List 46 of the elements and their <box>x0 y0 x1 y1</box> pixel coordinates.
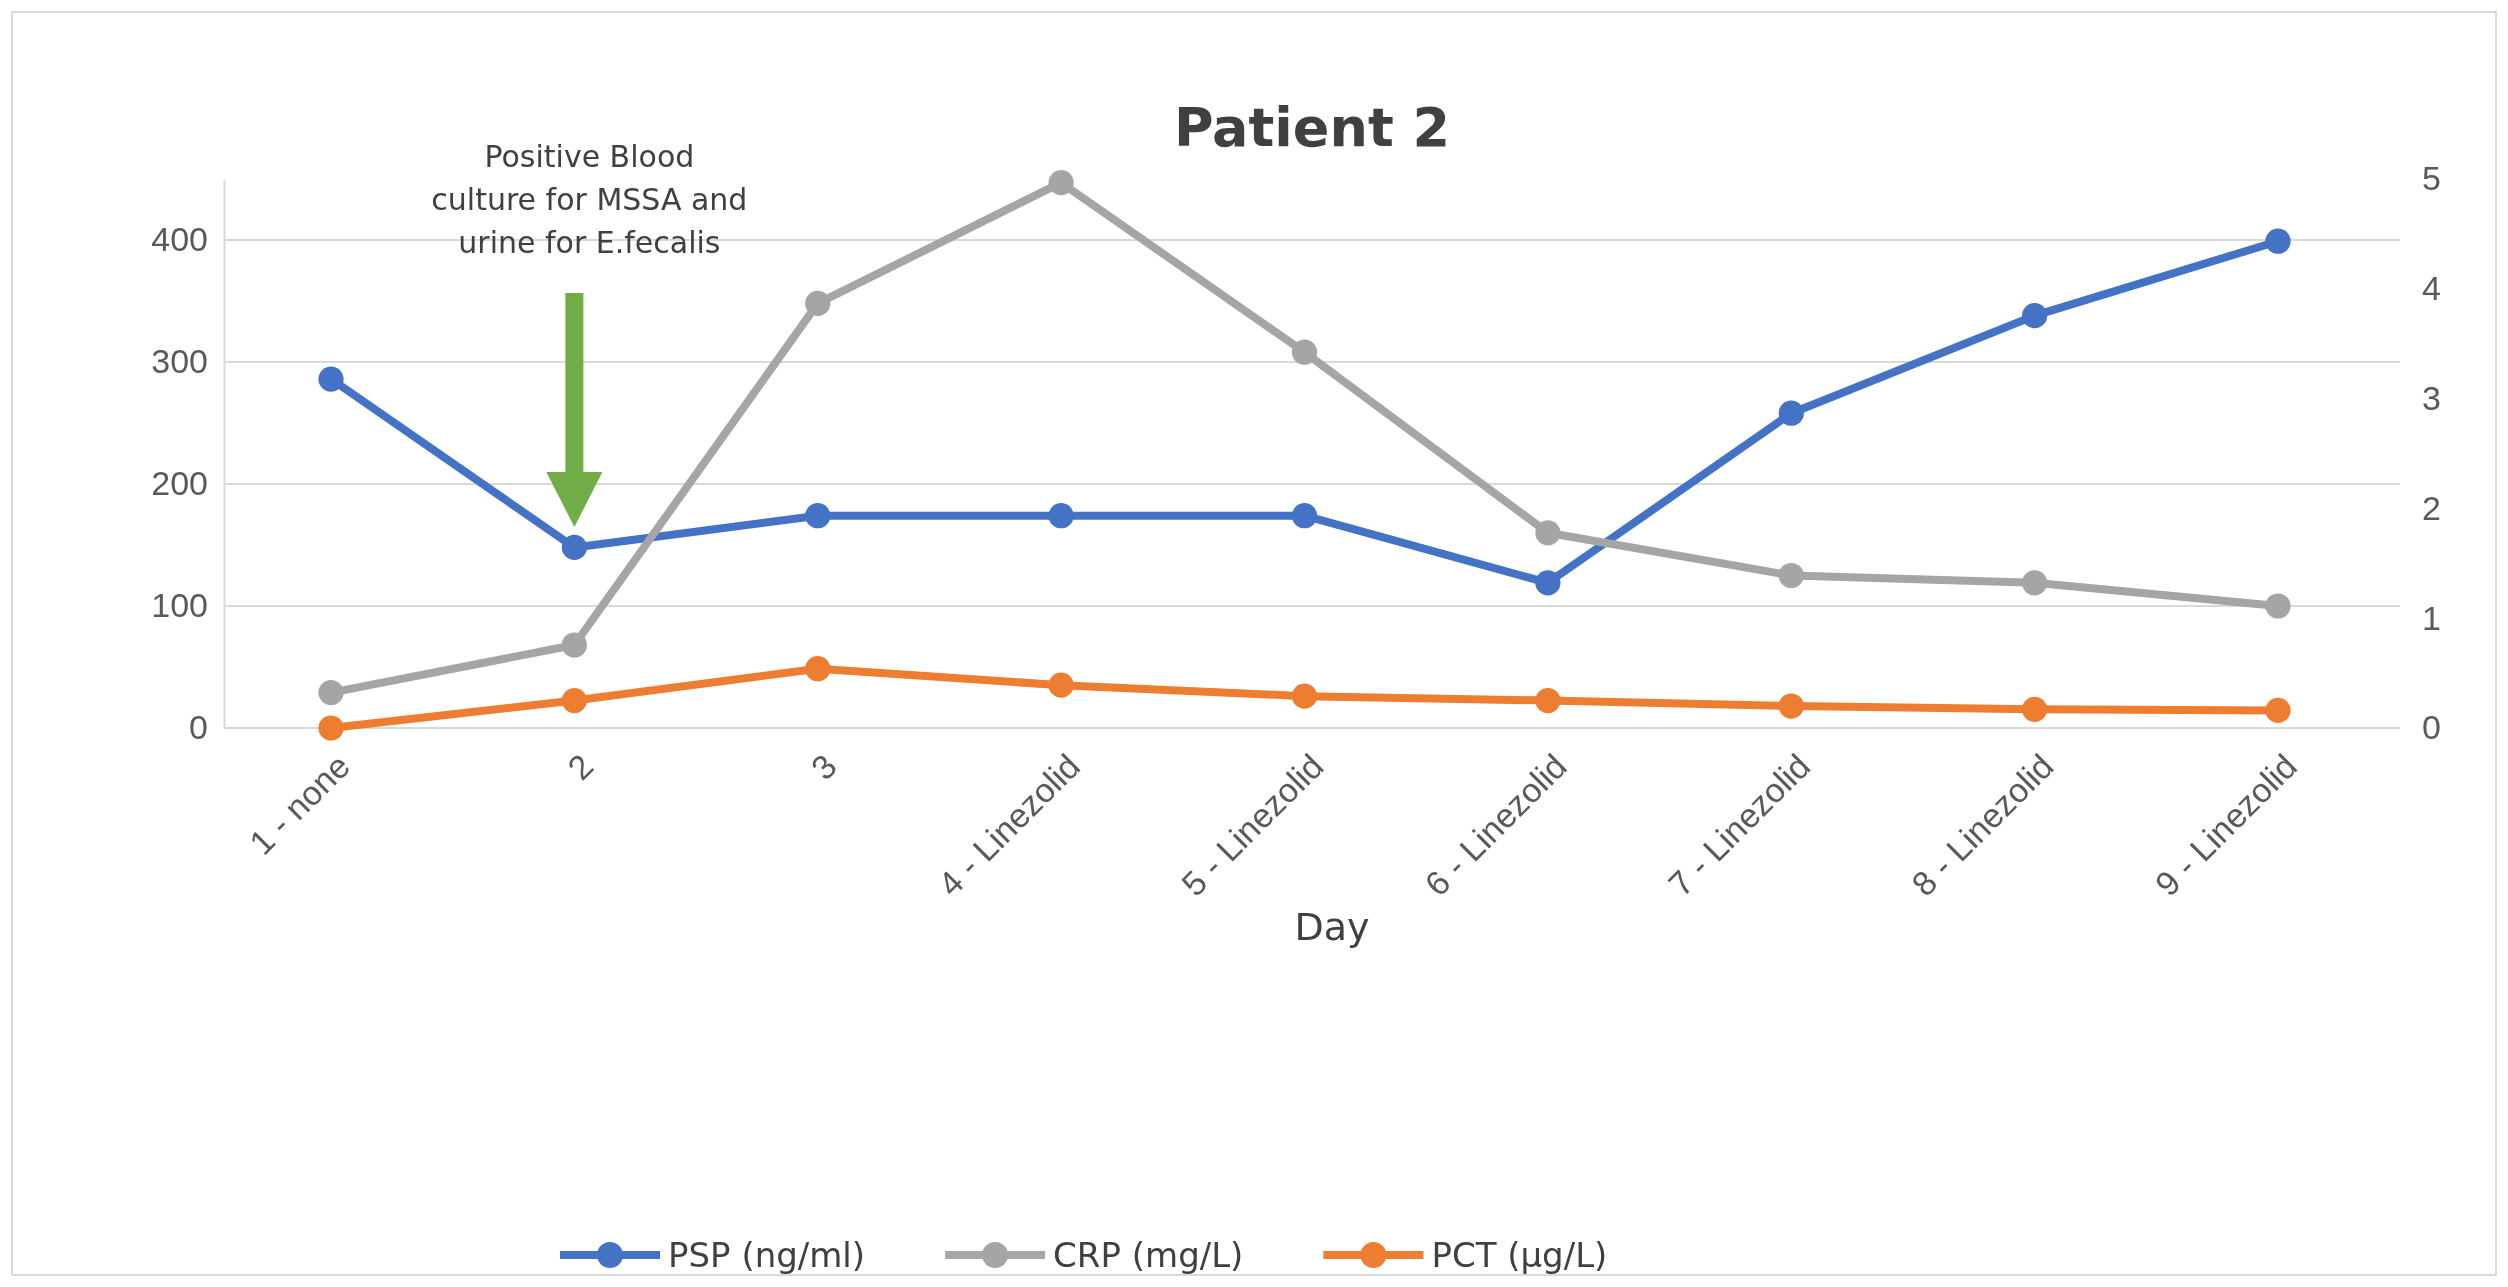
point <box>2265 228 2291 254</box>
point <box>2022 303 2048 329</box>
point <box>2022 696 2048 722</box>
point <box>318 680 344 706</box>
point <box>561 534 587 561</box>
x-tick-label: 3 <box>803 746 844 787</box>
point <box>1048 170 1074 196</box>
y-tick-label: 300 <box>151 342 208 381</box>
point <box>805 656 831 682</box>
y2-tick-label: 0 <box>2422 708 2441 747</box>
point <box>1291 503 1318 529</box>
point <box>318 366 344 392</box>
point <box>1535 520 1561 546</box>
y2-tick-label: 2 <box>2422 488 2441 527</box>
point <box>1778 562 1804 589</box>
point <box>1048 672 1074 698</box>
y2-tick-label: 5 <box>2422 159 2441 198</box>
y2-tick-label: 3 <box>2422 378 2441 417</box>
point <box>318 715 344 741</box>
x-axis-title: Day <box>1294 905 1370 949</box>
point <box>1778 693 1804 719</box>
point <box>1291 683 1318 709</box>
y-tick-label: 200 <box>151 464 208 503</box>
point <box>1291 339 1318 365</box>
legend-label: PCT (µg/L) <box>1431 1234 1608 1275</box>
y2-tick-label: 4 <box>2422 269 2441 308</box>
y-tick-label: 400 <box>151 220 208 259</box>
annotation: Positive Blood culture for MSSA and urine for E.fecalis <box>431 139 748 260</box>
legend-label: PSP (ng/ml) <box>668 1234 866 1275</box>
point <box>2265 697 2291 724</box>
point <box>2022 570 2048 596</box>
chart-title: Patient 2 <box>1173 96 1451 159</box>
point <box>561 687 587 714</box>
legend-label: CRP (mg/L) <box>1053 1234 1244 1275</box>
x-tick-label: 2 <box>560 746 601 787</box>
point <box>2265 593 2291 619</box>
point <box>805 503 831 529</box>
point <box>1535 687 1561 714</box>
point <box>561 632 587 658</box>
y-tick-label: 100 <box>151 586 208 625</box>
point <box>805 290 831 317</box>
y2-tick-label: 1 <box>2422 598 2441 637</box>
point <box>1535 570 1561 596</box>
point <box>1048 503 1074 529</box>
point <box>1778 400 1804 426</box>
y-tick-label: 0 <box>189 708 208 747</box>
